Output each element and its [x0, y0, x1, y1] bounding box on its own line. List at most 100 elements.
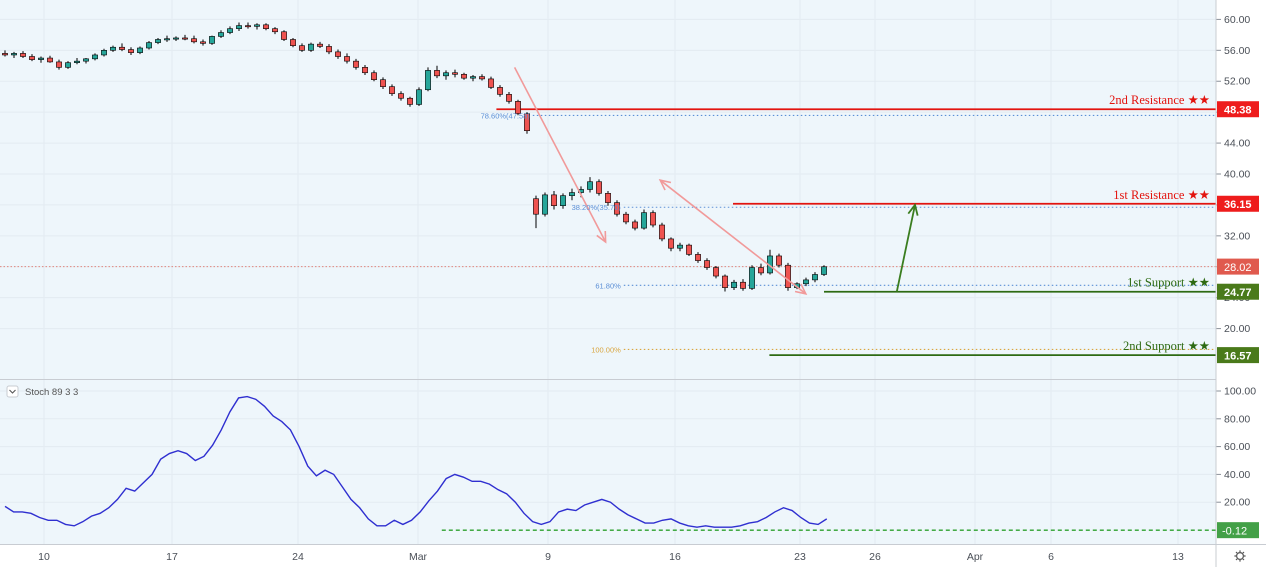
candle	[47, 55, 53, 63]
stoch-line	[4, 395, 828, 528]
level-value-badge	[1217, 283, 1259, 300]
x-tick-label: 9	[545, 551, 551, 563]
candle	[479, 74, 485, 81]
stoch-layer	[4, 395, 1216, 531]
candle	[245, 22, 251, 29]
plot-area	[0, 0, 1216, 544]
candle	[200, 39, 206, 46]
candle	[434, 65, 440, 79]
candle	[137, 46, 143, 55]
candle	[695, 252, 701, 263]
candle	[308, 42, 314, 52]
x-tick-label: 17	[166, 551, 178, 563]
candle	[29, 54, 35, 62]
candle	[173, 36, 179, 42]
candle	[704, 258, 710, 270]
candle	[335, 49, 341, 59]
x-tick-label: 10	[38, 551, 50, 563]
candle	[641, 209, 647, 230]
candle	[74, 58, 80, 65]
candle	[497, 85, 503, 97]
candle	[623, 211, 629, 225]
candle	[416, 87, 422, 106]
candle	[758, 263, 764, 276]
candle	[299, 43, 305, 52]
level-label: 2nd Support ★★	[1123, 339, 1210, 353]
candle	[326, 44, 332, 55]
chevron-down-icon	[9, 389, 16, 394]
candle	[425, 67, 431, 92]
candle	[380, 77, 386, 89]
candle	[722, 274, 728, 292]
candle	[740, 279, 746, 291]
candle	[407, 96, 413, 107]
candle	[2, 50, 8, 57]
level-value-label: 48.38	[1224, 104, 1252, 116]
candle	[191, 35, 197, 44]
candle	[272, 27, 278, 35]
candle	[290, 37, 296, 48]
candle	[542, 192, 548, 217]
price-tick-label: 40.00	[1224, 169, 1250, 181]
candle	[731, 279, 737, 290]
price-tick-label: 20.00	[1224, 323, 1250, 335]
labels-layer: 60.0056.0052.0048.0044.0040.0036.0032.00…	[38, 14, 1259, 563]
level-value-badge	[1217, 195, 1259, 212]
candles-layer	[2, 22, 827, 292]
stoch-tick-label: 80.00	[1224, 413, 1250, 425]
fib-level-label: 100.00%	[591, 345, 621, 354]
level-label: 1st Resistance ★★	[1113, 188, 1210, 202]
arrows-layer	[513, 66, 919, 295]
level-value-label: 24.77	[1224, 287, 1252, 299]
fib-level-label: 61.80%	[595, 281, 621, 290]
candle	[821, 265, 827, 277]
candle	[470, 75, 476, 82]
x-tick-label: 13	[1172, 551, 1184, 563]
gear-icon[interactable]	[1234, 550, 1246, 562]
collapse-toggle[interactable]	[6, 385, 19, 398]
candle	[110, 45, 116, 52]
candle	[38, 56, 44, 63]
stoch-tick-label: 100.00	[1224, 386, 1256, 398]
current-price-badge	[1217, 258, 1259, 275]
x-tick-label: Apr	[967, 551, 984, 563]
candle	[677, 242, 683, 252]
candle	[371, 70, 377, 82]
levels-layer	[0, 108, 1216, 357]
candle	[515, 99, 521, 116]
x-tick-label: Mar	[409, 551, 428, 563]
level-label: 1st Support ★★	[1127, 276, 1210, 290]
candle	[668, 237, 674, 252]
stoch-value-label: -0.12	[1222, 525, 1247, 537]
candle	[119, 43, 125, 52]
candle	[263, 23, 269, 31]
candle	[650, 210, 656, 228]
fib-level-label: 38.20%(35.70)	[572, 203, 622, 212]
current-price-label: 28.02	[1224, 262, 1252, 274]
price-tick-label: 52.00	[1224, 76, 1250, 88]
price-tick-label: 56.00	[1224, 45, 1250, 57]
x-tick-label: 24	[292, 551, 304, 563]
x-tick-label: 23	[794, 551, 806, 563]
candle	[461, 72, 467, 80]
candle	[659, 222, 665, 242]
candle	[362, 65, 368, 76]
candle	[11, 51, 17, 59]
stoch-tick-label: 60.00	[1224, 441, 1250, 453]
candle	[812, 272, 818, 283]
candle	[488, 76, 494, 89]
stoch-tick-label: 40.00	[1224, 469, 1250, 481]
level-value-badge	[1217, 101, 1259, 118]
candle	[281, 30, 287, 42]
x-tick-label: 6	[1048, 551, 1054, 563]
price-tick-label: 44.00	[1224, 138, 1250, 150]
candle	[101, 48, 107, 57]
candle	[614, 200, 620, 217]
projection-arrow	[895, 202, 919, 292]
candle	[560, 193, 566, 209]
candle	[686, 243, 692, 256]
candle	[209, 35, 215, 45]
